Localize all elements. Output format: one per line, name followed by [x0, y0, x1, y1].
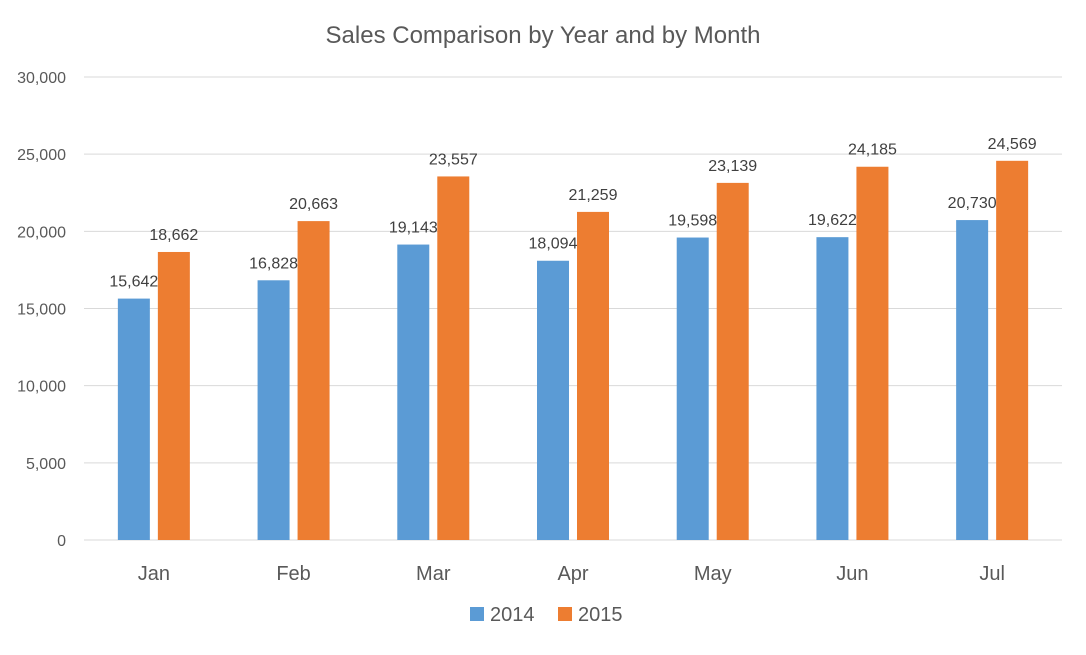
data-label: 18,662: [149, 227, 198, 244]
data-label: 21,259: [569, 187, 618, 204]
x-tick-label: Mar: [416, 563, 451, 585]
data-label: 19,143: [389, 220, 438, 237]
bar-2015-may: [716, 182, 749, 540]
bar-2015-apr: [577, 211, 609, 540]
y-tick-label: 20,000: [17, 224, 66, 241]
data-label: 24,569: [988, 136, 1037, 153]
bar-2014-feb: [257, 280, 290, 540]
chart-title: Sales Comparison by Year and by Month: [326, 22, 761, 49]
data-label: 20,730: [948, 195, 997, 212]
data-label: 18,094: [529, 236, 578, 253]
x-tick-label: May: [694, 563, 732, 585]
bar-2014-jul: [956, 220, 989, 540]
data-labels: 15,642 18,662 16,828 20,663 19,143 23,557 18,0…: [109, 136, 1036, 291]
data-label: 16,828: [249, 255, 298, 272]
bar-2014-mar: [397, 244, 430, 540]
bars: [117, 160, 1029, 541]
data-label: 24,185: [848, 142, 897, 159]
bar-2015-jan: [157, 251, 190, 540]
data-label: 20,663: [289, 196, 338, 213]
gridlines: [84, 76, 1062, 541]
data-label: 15,642: [109, 274, 158, 291]
y-axis-ticks: 0 5,000 10,000 15,000 20,000 25,000 30,000: [17, 70, 66, 550]
legend-item-2014: 2014: [470, 604, 535, 626]
legend-swatch: [558, 607, 572, 621]
x-tick-label: Jun: [836, 563, 868, 585]
y-tick-label: 10,000: [17, 379, 66, 396]
y-tick-label: 30,000: [17, 70, 66, 87]
legend-label: 2015: [578, 604, 623, 626]
legend-swatch: [470, 607, 484, 621]
bar-2014-jun: [816, 237, 849, 541]
legend-item-2015: 2015: [558, 604, 623, 626]
bar-2015-jun: [856, 166, 889, 541]
x-tick-label: Apr: [557, 563, 588, 585]
bar-2015-feb: [297, 221, 330, 541]
x-tick-label: Jan: [138, 563, 170, 585]
data-label: 23,557: [429, 151, 478, 168]
x-tick-label: Jul: [979, 563, 1005, 585]
y-tick-label: 5,000: [26, 456, 66, 473]
y-tick-label: 25,000: [17, 147, 66, 164]
bar-2015-jul: [996, 160, 1029, 541]
y-tick-label: 0: [57, 533, 66, 550]
data-label: 19,622: [808, 212, 857, 229]
legend: 2014 2015: [470, 604, 623, 626]
bar-2014-apr: [537, 260, 569, 540]
y-tick-label: 15,000: [17, 302, 66, 319]
x-tick-label: Feb: [276, 563, 310, 585]
bar-2014-jan: [117, 298, 150, 540]
data-label: 19,598: [668, 213, 717, 230]
bar-2014-may: [676, 237, 709, 540]
data-label: 23,139: [708, 158, 757, 175]
bar-2015-mar: [437, 176, 470, 541]
x-axis-ticks: Jan Feb Mar Apr May Jun Jul: [138, 563, 1005, 585]
legend-label: 2014: [490, 604, 535, 626]
